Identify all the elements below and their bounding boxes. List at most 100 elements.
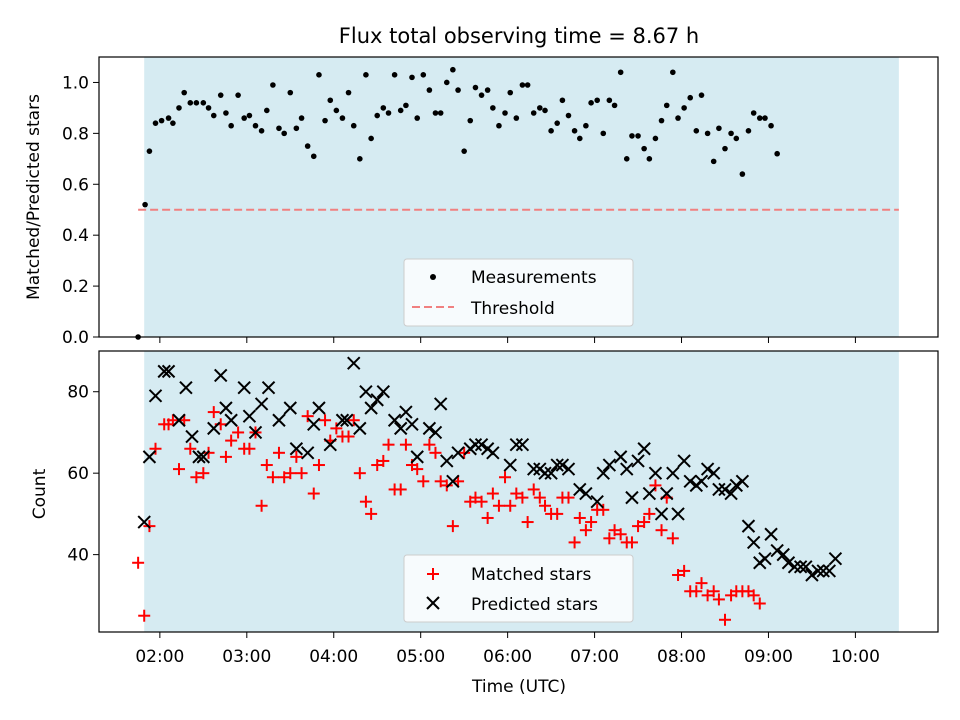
predicted-star-point <box>724 486 738 501</box>
measurement-point <box>200 100 207 106</box>
matched-star-point <box>377 454 390 467</box>
predicted-star-point <box>573 482 587 497</box>
measurement-point <box>385 110 392 116</box>
cross-stroke <box>428 425 443 440</box>
measurement-point <box>681 105 687 111</box>
legend-measurement-marker <box>430 274 436 280</box>
matched-star-point <box>290 450 303 463</box>
predicted-star-point <box>805 568 819 582</box>
predicted-star-point <box>527 462 541 476</box>
count-plot-frame <box>98 350 939 633</box>
matched-star-point <box>371 459 384 472</box>
measurement-point <box>187 100 194 106</box>
measurement-point <box>181 89 188 96</box>
cross-stroke <box>816 564 830 578</box>
measurement-point <box>594 97 600 104</box>
predicted-star-point <box>758 551 772 566</box>
matched-star-point <box>690 585 703 598</box>
measurement-point <box>193 100 200 106</box>
cross-stroke <box>185 429 199 444</box>
cross-stroke <box>805 568 819 582</box>
predicted-star-point <box>474 437 489 452</box>
cross-stroke <box>172 413 186 427</box>
measurement-point <box>693 128 700 134</box>
predicted-star-point <box>300 446 315 460</box>
matched-star-point <box>718 613 731 626</box>
matched-star-point <box>394 483 407 496</box>
matched-star-point <box>608 524 621 537</box>
predicted-star-point <box>364 401 378 415</box>
matched-star-point <box>492 499 505 512</box>
cross-stroke <box>486 446 500 460</box>
predicted-star-point <box>781 556 796 570</box>
matched-star-point <box>504 499 517 512</box>
cross-stroke <box>248 425 263 440</box>
cross-stroke <box>192 450 206 464</box>
cross-stroke <box>694 474 709 489</box>
ratio-y-tick-label: 0.0 <box>62 328 89 348</box>
cross-stroke <box>781 556 796 570</box>
matched-star-point <box>190 471 203 484</box>
measurement-point <box>571 128 578 134</box>
predicted-star-point <box>613 450 628 464</box>
x-axis-label: Time (UTC) <box>471 677 566 697</box>
cross-stroke <box>828 551 843 566</box>
predicted-star-point <box>272 413 286 427</box>
matched-star-point <box>132 556 145 569</box>
measurement-point <box>287 89 294 96</box>
predicted-star-point <box>816 564 830 578</box>
ratio-y-tick-label: 0.6 <box>62 175 89 195</box>
measurement-point <box>391 72 398 78</box>
cross-stroke <box>746 535 761 550</box>
matched-star-point <box>423 438 436 451</box>
matched-star-point <box>597 503 610 516</box>
measurement-point <box>507 89 514 96</box>
measurement-point <box>670 69 676 76</box>
measurement-point <box>152 120 159 126</box>
cross-stroke <box>776 547 790 562</box>
cross-stroke <box>660 486 674 501</box>
measurement-point <box>217 92 224 98</box>
measurement-point <box>281 130 287 137</box>
cross-stroke <box>451 446 465 460</box>
cross-stroke <box>237 380 251 395</box>
matched-star-point <box>138 609 151 622</box>
cross-stroke <box>718 482 732 497</box>
measurement-point <box>414 115 421 121</box>
measurement-point <box>576 135 583 142</box>
predicted-star-point <box>746 535 761 550</box>
measurement-point <box>304 143 311 149</box>
measurement-point <box>774 150 780 157</box>
ratio-y-axis: 0.0 0.2 0.4 0.6 0.8 1.0 <box>62 73 99 348</box>
cross-stroke <box>735 474 750 489</box>
cross-stroke <box>300 446 315 460</box>
predicted-star-point <box>376 385 391 399</box>
measurement-point <box>600 130 607 137</box>
predicted-star-point <box>399 405 413 419</box>
measurement-point <box>496 122 502 129</box>
predicted-star-point <box>620 462 634 476</box>
predicted-star-point <box>648 466 663 480</box>
cross-stroke <box>573 482 587 497</box>
matched-star-point <box>301 410 314 423</box>
cross-stroke <box>353 421 367 436</box>
matched-star-point <box>272 446 285 459</box>
predicted-star-point <box>799 560 813 574</box>
measurement-point <box>698 92 705 98</box>
matched-star-point <box>330 422 343 435</box>
cross-stroke <box>261 380 276 395</box>
measurement-point <box>339 115 346 121</box>
cross-stroke <box>590 494 604 509</box>
cross-stroke <box>503 458 517 472</box>
measurement-point <box>750 110 757 116</box>
predicted-star-point <box>347 356 361 370</box>
cross-stroke <box>399 405 413 419</box>
measurement-point <box>762 115 768 121</box>
measurement-point <box>409 74 415 81</box>
measurement-point <box>704 130 711 137</box>
count-legend: Matched stars Predicted stars <box>403 554 634 623</box>
measurement-point <box>502 110 508 116</box>
count-y-axis-label: Count <box>30 468 50 519</box>
matched-star-point <box>434 475 447 488</box>
matched-star-point <box>510 487 523 500</box>
